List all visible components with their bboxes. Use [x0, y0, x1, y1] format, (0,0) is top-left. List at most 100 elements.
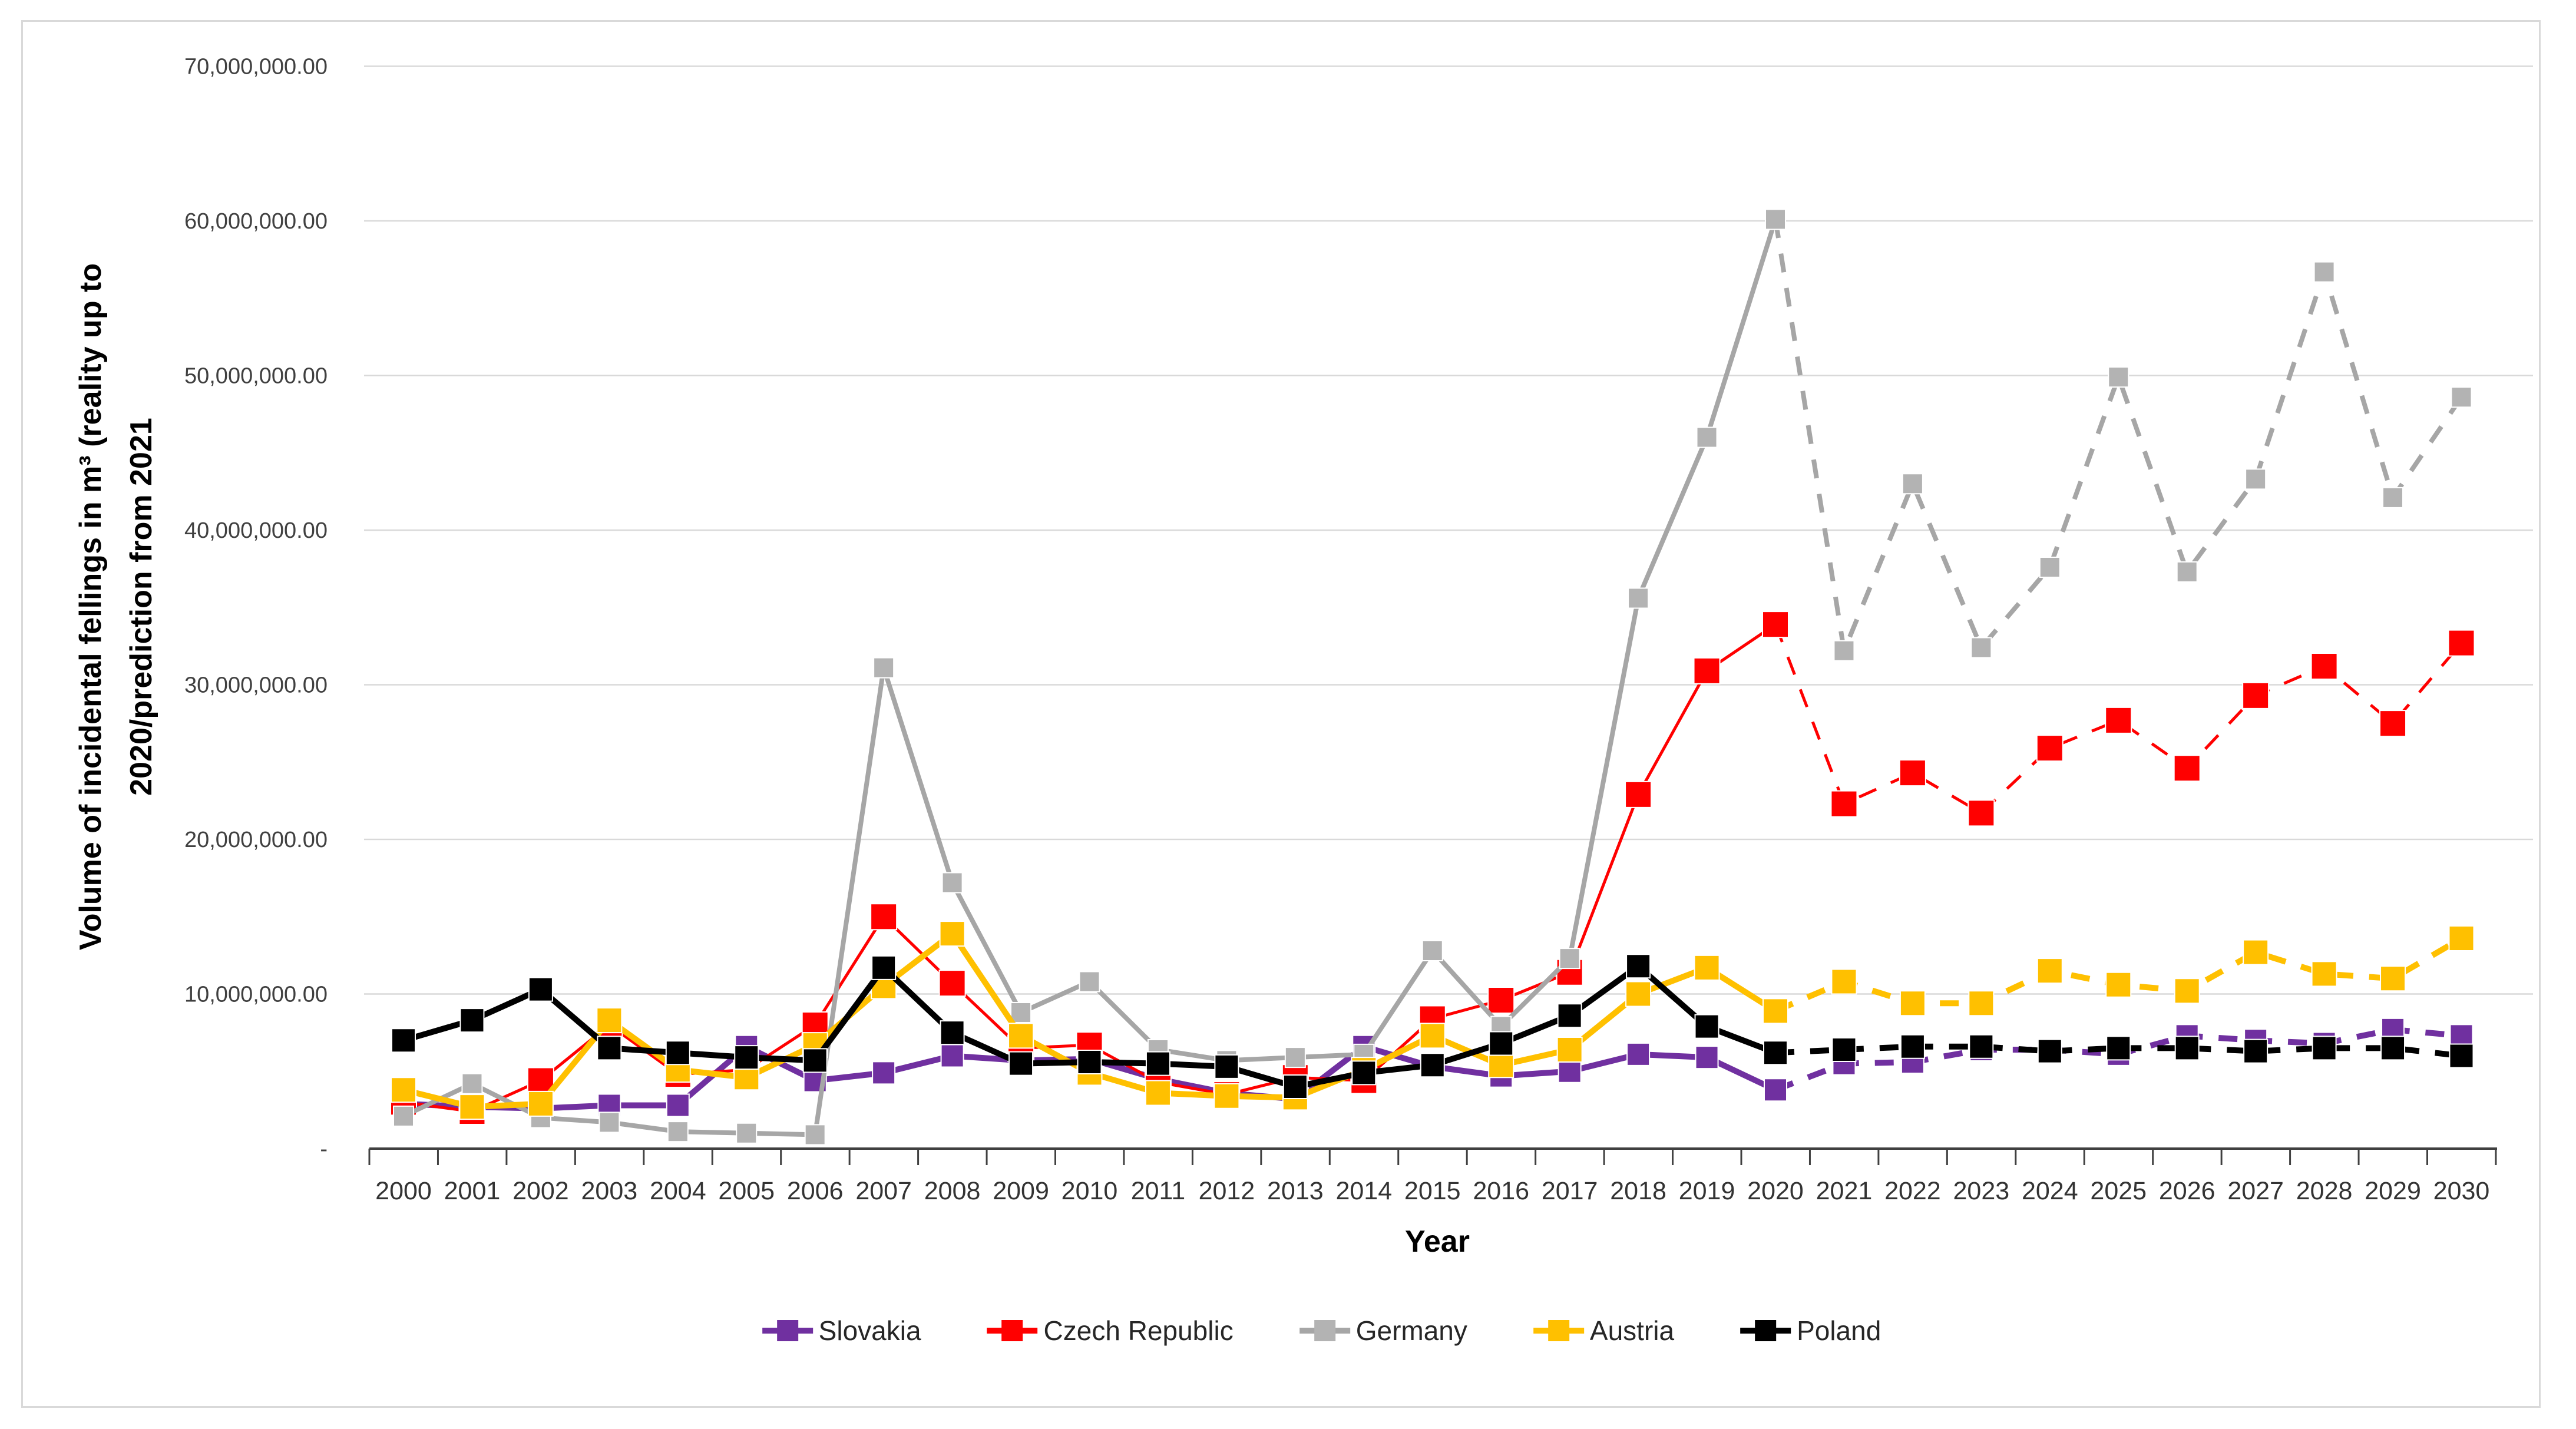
series-marker-Poland [1900, 1034, 1925, 1059]
series-marker-Poland [459, 1008, 485, 1033]
legend-label: Czech Republic [1043, 1315, 1234, 1346]
legend-marker-icon [762, 1320, 813, 1341]
series-marker-Poland [1831, 1037, 1857, 1062]
series-marker-Germany [941, 872, 963, 894]
series-marker-Poland [2174, 1036, 2200, 1061]
series-marker-Austria [2311, 961, 2337, 987]
series-marker-Czech Republic [2036, 735, 2064, 762]
series-marker-Slovakia [1626, 1042, 1651, 1066]
series-marker-Poland [871, 955, 897, 980]
series-marker-Poland [665, 1040, 690, 1066]
series-marker-Austria [2243, 939, 2269, 965]
legend-item-slovakia: Slovakia [762, 1315, 921, 1347]
legend-marker-icon [1740, 1320, 1791, 1341]
series-marker-Austria [459, 1094, 485, 1120]
x-tick-label: 2030 [2433, 1177, 2490, 1205]
series-marker-Germany [2382, 487, 2404, 508]
series-marker-Germany [736, 1122, 758, 1144]
x-tick-label: 2020 [1747, 1177, 1804, 1205]
series-marker-Poland [940, 1020, 965, 1046]
series-marker-Germany [2039, 557, 2061, 578]
x-axis-title: Year [1405, 1225, 1470, 1259]
x-tick-label: 2012 [1199, 1177, 1255, 1205]
series-marker-Germany [2176, 561, 2198, 583]
series-marker-Germany [873, 657, 895, 679]
y-axis-title: Volume of incidental fellings in m³ (rea… [65, 88, 167, 1125]
legend-label: Austria [1589, 1315, 1675, 1346]
series-marker-Czech Republic [1625, 780, 1652, 808]
series-marker-Czech Republic [1762, 611, 1789, 639]
x-tick-label: 2022 [1884, 1177, 1941, 1205]
series-line-forecast-Germany [1773, 219, 2463, 653]
legend-label: Poland [1797, 1315, 1881, 1346]
x-tick-label: 2010 [1062, 1177, 1118, 1205]
series-marker-Czech Republic [2173, 755, 2201, 782]
series-marker-Poland [1351, 1060, 1377, 1086]
legend-marker-icon [1299, 1320, 1350, 1341]
series-marker-Austria [1008, 1023, 1034, 1049]
series-marker-Poland [2106, 1036, 2131, 1061]
series-marker-Austria [1831, 968, 1857, 995]
x-tick-label: 2015 [1404, 1177, 1461, 1205]
y-tick-label: 20,000,000.00 [184, 828, 328, 852]
series-marker-Slovakia [872, 1061, 896, 1085]
series-marker-Poland [2380, 1036, 2406, 1061]
series-marker-Germany [1421, 940, 1443, 961]
y-tick-label: 30,000,000.00 [184, 673, 328, 698]
series-marker-Czech Republic [1830, 790, 1858, 818]
y-tick-label: 50,000,000.00 [184, 364, 328, 389]
legend-item-poland: Poland [1740, 1315, 1881, 1347]
series-marker-Poland [1969, 1034, 1994, 1059]
x-tick-label: 2028 [2296, 1177, 2353, 1205]
x-tick-label: 2011 [1131, 1177, 1185, 1205]
series-marker-Germany [1628, 587, 1649, 609]
series-marker-Germany [1559, 948, 1580, 970]
series-line-forecast-Poland [1775, 1043, 2462, 1059]
legend-item-austria: Austria [1533, 1315, 1674, 1347]
series-marker-Germany [2313, 261, 2335, 283]
series-marker-Austria [596, 1007, 623, 1034]
x-tick-label: 2021 [1816, 1177, 1873, 1205]
series-marker-Czech Republic [2448, 629, 2475, 657]
y-tick-label: 70,000,000.00 [184, 55, 328, 80]
series-marker-Austria [1419, 1023, 1446, 1049]
legend-marker-icon [987, 1320, 1038, 1341]
series-marker-Poland [597, 1036, 622, 1061]
x-tick-label: 2002 [512, 1177, 569, 1205]
y-axis-title-line1: Volume of incidental fellings in m³ (rea… [74, 263, 108, 951]
series-marker-Germany [1833, 640, 1855, 661]
series-marker-Germany [1284, 1047, 1306, 1069]
series-marker-Germany [667, 1121, 689, 1143]
series-marker-Germany [1079, 971, 1100, 993]
series-marker-Germany [1010, 1002, 1032, 1023]
legend-item-germany: Germany [1299, 1315, 1467, 1347]
series-marker-Czech Republic [2105, 706, 2132, 734]
series-marker-Austria [1694, 954, 1720, 981]
x-tick-label: 2014 [1335, 1177, 1392, 1205]
series-marker-Czech Republic [1899, 759, 1926, 787]
series-marker-Poland [528, 977, 553, 1002]
x-tick-label: 2008 [924, 1177, 981, 1205]
series-marker-Austria [1556, 1037, 1583, 1063]
series-marker-Czech Republic [1693, 657, 1721, 684]
series-marker-Germany [2451, 386, 2472, 408]
series-marker-Poland [2449, 1043, 2474, 1069]
x-tick-label: 2019 [1679, 1177, 1735, 1205]
series-marker-Poland [1282, 1074, 1308, 1099]
x-tick-label: 2029 [2365, 1177, 2421, 1205]
series-marker-Czech Republic [1967, 799, 1995, 827]
series-marker-Austria [391, 1077, 416, 1103]
series-marker-Poland [1077, 1050, 1102, 1074]
x-tick-label: 2005 [718, 1177, 775, 1205]
x-tick-label: 2000 [375, 1177, 432, 1205]
x-tick-label: 2003 [581, 1177, 638, 1205]
series-marker-Poland [1694, 1014, 1719, 1039]
series-marker-Austria [1145, 1080, 1171, 1106]
series-marker-Czech Republic [2379, 710, 2407, 737]
x-tick-label: 2017 [1542, 1177, 1598, 1205]
series-marker-Poland [1626, 954, 1651, 979]
series-marker-Slovakia [2449, 1024, 2474, 1048]
x-tick-label: 2013 [1267, 1177, 1324, 1205]
series-marker-Germany [1696, 426, 1718, 448]
